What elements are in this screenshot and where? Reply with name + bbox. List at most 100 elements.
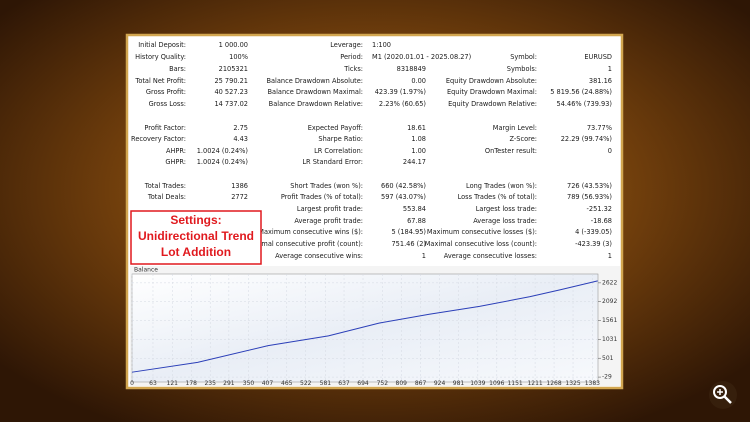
field-value: 1.0024 (0.24%) xyxy=(197,147,248,155)
x-tick-label: 1383 xyxy=(585,380,600,387)
field-label: AHPR: xyxy=(166,147,186,155)
field-value: 1.0024 (0.24%) xyxy=(197,158,248,166)
field-label: Equity Drawdown Maximal: xyxy=(447,88,537,96)
field-label: Symbols: xyxy=(507,65,537,73)
field-value: -18.68 xyxy=(591,217,612,225)
field-value: 1 000.00 xyxy=(219,41,248,49)
field-label: Average profit trade: xyxy=(294,217,363,225)
field-value: 423.39 (1.97%) xyxy=(375,88,426,96)
annotation-line: Unidirectional Trend xyxy=(138,229,254,243)
field-value: 2.75 xyxy=(233,124,248,132)
field-value: 1 xyxy=(422,252,426,260)
field-label: Maximum consecutive losses ($): xyxy=(427,228,537,236)
field-value: 1 xyxy=(608,65,612,73)
field-value: 553.84 xyxy=(403,205,426,213)
x-tick-label: 407 xyxy=(262,380,274,387)
x-tick-label: 637 xyxy=(338,380,350,387)
plot-area xyxy=(131,273,599,383)
annotation-line: Lot Addition xyxy=(161,245,231,259)
x-tick-label: 291 xyxy=(223,380,235,387)
field-label: Loss Trades (% of total): xyxy=(458,193,537,201)
field-value: 2772 xyxy=(231,193,248,201)
field-label: Average consecutive wins: xyxy=(275,252,363,260)
field-label: Initial Deposit: xyxy=(138,41,186,49)
annotation-line: Settings: xyxy=(170,213,221,227)
field-value: 789 (56.93%) xyxy=(567,193,612,201)
x-tick-label: 1325 xyxy=(565,380,580,387)
field-label: Profit Factor: xyxy=(144,124,186,132)
field-label: Gross Loss: xyxy=(149,100,186,108)
field-value: 25 790.21 xyxy=(214,77,248,85)
field-value: 2.23% (60.65) xyxy=(379,100,426,108)
x-tick-label: 694 xyxy=(357,380,369,387)
field-value: 14 737.02 xyxy=(214,100,248,108)
field-value: 100% xyxy=(229,53,248,61)
field-value: 5 (184.95) xyxy=(391,228,426,236)
x-tick-label: 0 xyxy=(130,380,134,387)
x-tick-label: 809 xyxy=(396,380,408,387)
x-tick-label: 1211 xyxy=(527,380,542,387)
field-label: Period: xyxy=(340,53,363,61)
x-tick-label: 178 xyxy=(186,380,198,387)
field-value: 597 (43.07%) xyxy=(381,193,426,201)
field-label: Balance Drawdown Relative: xyxy=(269,100,363,108)
x-tick-label: 63 xyxy=(149,380,157,387)
chart-title: Balance xyxy=(134,267,158,274)
field-label: Total Trades: xyxy=(144,182,186,190)
x-tick-label: 924 xyxy=(434,380,446,387)
y-tick-label: -29 xyxy=(602,374,612,381)
field-value: 18.61 xyxy=(407,124,426,132)
x-tick-label: 752 xyxy=(377,380,389,387)
field-value: 381.16 xyxy=(589,77,612,85)
field-label: Expected Payoff: xyxy=(308,124,363,132)
field-value: 1:100 xyxy=(372,41,391,49)
chart: -29 501 1031 1561 2092 2622 0 63 121 178 235 291 350… xyxy=(130,274,617,387)
field-label: Balance Drawdown Absolute: xyxy=(266,77,363,85)
y-tick-label: 1031 xyxy=(602,336,617,343)
balance-line xyxy=(131,280,598,373)
x-tick-label: 981 xyxy=(453,380,465,387)
field-value: 244.17 xyxy=(403,158,426,166)
field-label: Equity Drawdown Absolute: xyxy=(446,77,537,85)
x-tick-label: 1151 xyxy=(507,380,522,387)
x-tick-label: 1096 xyxy=(489,380,504,387)
field-value: -423.39 (3) xyxy=(575,240,612,248)
field-label: Maximal consecutive loss (count): xyxy=(425,240,537,248)
field-value: EURUSD xyxy=(584,53,612,61)
field-value: 1.08 xyxy=(411,135,426,143)
field-value: 0 xyxy=(608,147,612,155)
x-tick-label: 350 xyxy=(243,380,255,387)
x-tick-label: 1268 xyxy=(546,380,561,387)
field-value: 54.46% (739.93) xyxy=(557,100,612,108)
field-label: Average consecutive losses: xyxy=(444,252,537,260)
field-label: Equity Drawdown Relative: xyxy=(448,100,537,108)
field-label: Total Deals: xyxy=(147,193,186,201)
y-tick-label: 501 xyxy=(602,355,614,362)
field-label: Largest loss trade: xyxy=(476,205,537,213)
field-value: M1 (2020.01.01 - 2025.08.27) xyxy=(372,53,471,61)
field-value: 2105321 xyxy=(219,65,248,73)
field-label: LR Correlation: xyxy=(314,147,363,155)
field-value: 40 527.23 xyxy=(214,88,248,96)
field-value: 73.77% xyxy=(587,124,612,132)
annotation-box xyxy=(130,210,262,265)
field-label: Leverage: xyxy=(330,41,363,49)
x-tick-label: 121 xyxy=(167,380,179,387)
y-tick-label: 2622 xyxy=(602,279,617,286)
zoom-icon[interactable] xyxy=(709,381,737,409)
field-label: Sharpe Ratio: xyxy=(318,135,363,143)
field-label: Maximal consecutive profit (count): xyxy=(246,240,363,248)
field-label: Z-Score: xyxy=(510,135,537,143)
x-tick-label: 235 xyxy=(204,380,216,387)
field-label: Total Net Profit: xyxy=(134,77,186,85)
report-table: Initial Deposit: 1 000.00 Leverage: 1:100 Hi… xyxy=(131,41,612,260)
field-label: History Quality: xyxy=(135,53,186,61)
field-label: Margin Level: xyxy=(493,124,537,132)
x-tick-label: 465 xyxy=(281,380,293,387)
field-label: OnTester result: xyxy=(485,147,537,155)
field-value: 8318849 xyxy=(397,65,426,73)
field-label: Recovery Factor: xyxy=(131,135,186,143)
field-label: Profit Trades (% of total): xyxy=(281,193,363,201)
field-value: 67.88 xyxy=(407,217,426,225)
